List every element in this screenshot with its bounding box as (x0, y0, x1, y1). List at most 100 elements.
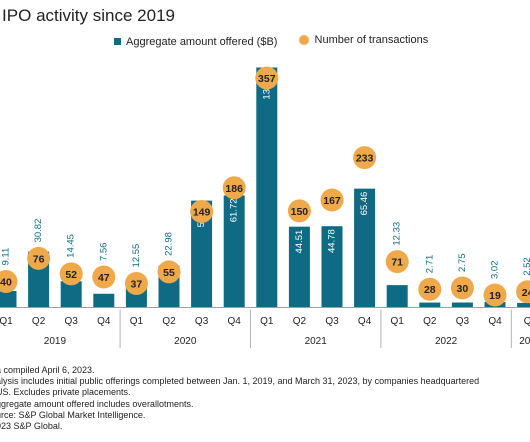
footnote-2: alysis includes initial public offerings… (0, 376, 480, 387)
bar-value-label: 12.33 (392, 222, 403, 246)
year-label: 2020 (174, 336, 197, 347)
legend-item-count: Number of transactions (298, 34, 429, 46)
footnote-4: ggregate amount offered includes overall… (0, 398, 194, 409)
transaction-label: 24 (522, 287, 530, 299)
legend-swatch-bar (114, 38, 121, 45)
chart-plot: 9.1130.8214.457.5612.5522.9858.8561.7213… (0, 66, 530, 348)
year-label: 202 (519, 336, 530, 347)
legend-label-count: Number of transactions (314, 34, 429, 46)
chart-title: S IPO activity since 2019 (0, 6, 175, 25)
bar-value-label: 65.46 (359, 192, 370, 216)
transaction-dot (255, 66, 279, 90)
transaction-label: 19 (489, 290, 501, 302)
transaction-dot (353, 146, 377, 170)
x-tick-label: Q2 (423, 316, 437, 327)
transaction-label: 71 (391, 257, 403, 269)
bar-amount (93, 293, 115, 308)
legend-item-amount: Aggregate amount offered ($B) (114, 36, 277, 48)
transaction-dot (0, 270, 18, 294)
bar-value-label: 9.11 (1, 248, 12, 266)
bar-amount (256, 67, 278, 308)
transaction-dot (418, 277, 442, 301)
x-tick-label: Q1 (260, 316, 274, 327)
bar-value-label: 2.71 (424, 255, 435, 274)
bar-value-label: 2.52 (522, 257, 530, 276)
transaction-label: 167 (323, 195, 341, 207)
bar-value-label: 3.02 (490, 261, 501, 280)
x-tick-label: Q4 (228, 316, 242, 327)
x-tick-label: Q3 (325, 316, 339, 327)
bar-amount (419, 302, 441, 308)
transaction-dot (92, 265, 116, 289)
bar-value-label: 12.55 (131, 244, 142, 268)
legend: Aggregate amount offered ($B) Number of … (114, 34, 446, 48)
bar-amount (60, 281, 82, 308)
transaction-dot (516, 280, 530, 304)
x-tick-label: Q3 (456, 316, 470, 327)
bar-amount (321, 226, 343, 308)
bar-value-label: 44.78 (327, 229, 338, 253)
x-tick-label: Q1 (391, 316, 405, 327)
transaction-label: 186 (225, 183, 243, 195)
transaction-label: 37 (131, 278, 143, 290)
transaction-dot (124, 271, 148, 295)
x-tick-label: Q3 (195, 316, 209, 327)
x-tick-label: Q2 (32, 316, 46, 327)
transaction-label: 150 (291, 206, 309, 218)
footnote-6: 023 S&P Global. (0, 421, 63, 432)
transaction-label: 76 (33, 253, 45, 265)
bar-amount (386, 285, 408, 308)
year-label: 2022 (435, 336, 458, 347)
bar-amount (451, 302, 473, 308)
bar-amount (517, 302, 530, 308)
bar-value-label: 61.72 (229, 198, 240, 222)
transaction-dot (450, 276, 474, 300)
transaction-dot (320, 188, 344, 212)
transaction-label: 30 (457, 283, 469, 295)
footnote-1: a compiled April 6, 2023. (0, 365, 95, 375)
x-tick-label: Q4 (488, 316, 502, 327)
transaction-dot (287, 199, 311, 223)
bar-amount (223, 195, 245, 308)
bar-value-label: 22.98 (164, 232, 175, 256)
x-tick-label: Q4 (358, 316, 372, 327)
legend-label-amount: Aggregate amount offered ($B) (126, 35, 278, 48)
year-label: 2021 (305, 336, 328, 347)
x-tick-label: Q2 (293, 316, 307, 327)
transaction-dot (157, 260, 181, 284)
transaction-dot (385, 250, 409, 274)
legend-swatch-dot (298, 35, 309, 45)
transaction-label: 47 (98, 272, 110, 284)
bar-value-label: 7.56 (98, 243, 109, 262)
bar-amount (288, 226, 310, 308)
transaction-dot (27, 246, 51, 270)
transaction-label: 28 (424, 284, 436, 296)
transaction-dot (483, 283, 507, 307)
bar-value-label: 30.82 (33, 219, 44, 243)
footnotes: a compiled April 6, 2023. alysis include… (0, 365, 479, 432)
transaction-label: 357 (258, 73, 276, 85)
transaction-label: 40 (0, 277, 12, 289)
transaction-label: 233 (356, 153, 374, 165)
x-tick-label: Q (524, 316, 530, 327)
x-tick-label: Q2 (162, 316, 176, 327)
year-label: 2019 (44, 336, 67, 347)
transaction-label: 52 (65, 269, 77, 281)
bar-value-label: 2.75 (457, 253, 468, 272)
transaction-label: 149 (193, 207, 211, 219)
transaction-dot (59, 262, 83, 286)
transaction-dot (190, 200, 214, 224)
x-tick-label: Q4 (97, 316, 111, 327)
bar-amount (354, 188, 376, 308)
footnote-3: US. Excludes private placements. (0, 387, 131, 398)
x-tick-label: Q1 (0, 316, 13, 327)
bar-value-label: 44.51 (294, 230, 305, 254)
bar-amount (0, 290, 17, 308)
x-tick-label: Q1 (130, 316, 144, 327)
bar-amount (191, 200, 213, 308)
bar-value-label: 14.45 (66, 234, 77, 258)
x-tick-label: Q3 (65, 316, 79, 327)
transaction-dot (222, 176, 246, 200)
transaction-label: 55 (163, 267, 175, 279)
footnote-5: urce: S&P Global Market Intelligence. (0, 409, 146, 420)
